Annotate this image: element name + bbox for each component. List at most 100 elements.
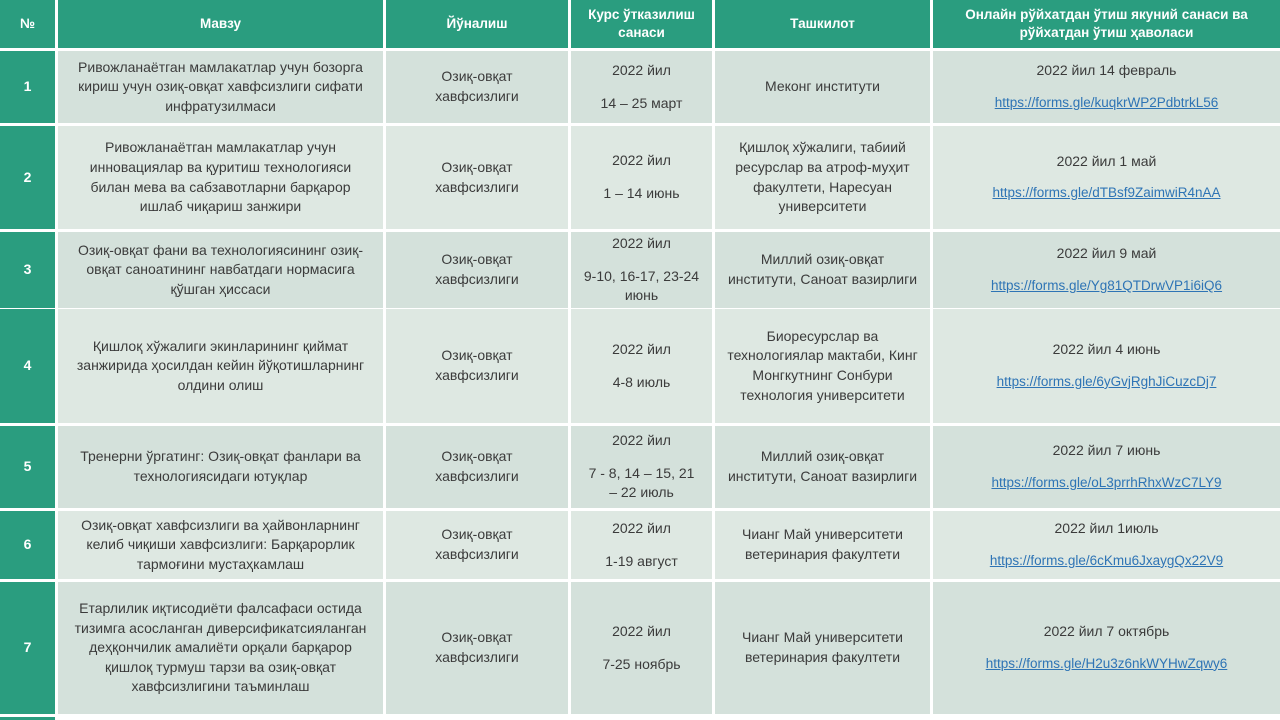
- registration-cell: 2022 йил 4 июнь https://forms.gle/6yGvjR…: [933, 309, 1280, 423]
- table-row: 1 Ривожланаётган мамлакатлар учун бозорг…: [0, 51, 1280, 123]
- organization-cell: Биоресурслар ва технологиялар мактаби, К…: [715, 309, 930, 423]
- direction-text: Озиқ-овқат хавфсизлиги: [435, 526, 519, 562]
- topic-text: Етарлилик иқтисодиёти фалсафаси остида т…: [74, 600, 367, 695]
- course-date-year: 2022 йил: [612, 622, 671, 639]
- direction-cell: Озиқ-овқат хавфсизлиги: [386, 511, 568, 579]
- course-date-days: 9-10, 16-17, 23-24 июнь: [583, 267, 700, 304]
- row-number-cell: 5: [0, 426, 55, 508]
- registration-cell: 2022 йил 1 май https://forms.gle/dTBsf9Z…: [933, 126, 1280, 229]
- header-cell-organization: Ташкилот: [715, 0, 930, 48]
- header-label: Йўналиш: [446, 16, 508, 32]
- topic-text: Ривожланаётган мамлакатлар учун бозорга …: [78, 58, 363, 114]
- registration-deadline: 2022 йил 1июль: [1054, 520, 1159, 537]
- row-number-cell: [0, 717, 55, 720]
- registration-deadline: 2022 йил 9 май: [1056, 245, 1157, 262]
- registration-link[interactable]: https://forms.gle/6yGvjRghJiCuzcDj7: [996, 373, 1217, 389]
- course-date-days: 7 - 8, 14 – 15, 21 – 22 июль: [588, 464, 695, 501]
- organization-text: Қишлоқ хўжалиги, табиий ресурслар ва атр…: [735, 139, 910, 215]
- registration-cell: 2022 йил 14 февраль https://forms.gle/ku…: [933, 51, 1280, 123]
- row-number-cell: 1: [0, 51, 55, 123]
- organization-cell: Чианг Май университети ветеринария факул…: [715, 582, 930, 714]
- table-row: 6 Озиқ-овқат хавфсизлиги ва ҳайвонларнин…: [0, 511, 1280, 579]
- table-row: 5 Тренерни ўргатинг: Озиқ-овқат фанлари …: [0, 426, 1280, 508]
- direction-text: Озиқ-овқат хавфсизлиги: [435, 448, 519, 484]
- header-label: Мавзу: [199, 16, 242, 32]
- header-cell-number: №: [0, 0, 55, 48]
- course-date-cell: 2022 йил 1-19 август: [571, 511, 712, 579]
- row-number-cell: 4: [0, 309, 55, 423]
- registration-cell: 2022 йил 7 июнь https://forms.gle/oL3prr…: [933, 426, 1280, 508]
- course-date-days: 4-8 июль: [612, 373, 671, 390]
- direction-cell: Озиқ-овқат хавфсизлиги: [386, 126, 568, 229]
- topic-cell: Тренерни ўргатинг: Озиқ-овқат фанлари ва…: [58, 426, 383, 508]
- registration-link[interactable]: https://forms.gle/dTBsf9ZaimwiR4nAA: [992, 185, 1221, 201]
- table-row: 3 Озиқ-овқат фани ва технологиясининг оз…: [0, 232, 1280, 308]
- topic-text: Ривожланаётган мамлакатлар учун инноваци…: [89, 139, 352, 215]
- registration-cell: 2022 йил 9 май https://forms.gle/Yg81QTD…: [933, 232, 1280, 308]
- course-date-year: 2022 йил: [612, 235, 671, 251]
- row-number-cell: 7: [0, 582, 55, 714]
- registration-link[interactable]: https://forms.gle/Yg81QTDrwVP1i6iQ6: [990, 277, 1223, 293]
- course-date-days: 14 – 25 март: [600, 94, 683, 111]
- course-date-cell: 2022 йил 1 – 14 июнь: [571, 126, 712, 229]
- organization-text: Меконг институти: [765, 78, 880, 95]
- table-row: 2 Ривожланаётган мамлакатлар учун иннова…: [0, 126, 1280, 229]
- registration-deadline: 2022 йил 14 февраль: [1036, 62, 1177, 79]
- course-date-cell: 2022 йил 14 – 25 март: [571, 51, 712, 123]
- row-number: 1: [23, 78, 32, 95]
- direction-text: Озиқ-овқат хавфсизлиги: [435, 251, 519, 287]
- registration-link[interactable]: https://forms.gle/6cKmu6JxaygQx22V9: [989, 552, 1224, 568]
- row-number: 6: [23, 536, 32, 553]
- topic-cell: Ривожланаётган мамлакатлар учун бозорга …: [58, 51, 383, 123]
- direction-text: Озиқ-овқат хавфсизлиги: [435, 629, 519, 665]
- registration-link[interactable]: https://forms.gle/H2u3z6nkWYHwZqwy6: [985, 655, 1228, 671]
- header-cell-topic: Мавзу: [58, 0, 383, 48]
- row-number: 3: [23, 261, 32, 278]
- topic-text: Озиқ-овқат хавфсизлиги ва ҳайвонларнинг …: [81, 516, 360, 572]
- organization-cell: Қишлоқ хўжалиги, табиий ресурслар ва атр…: [715, 126, 930, 229]
- registration-link[interactable]: https://forms.gle/kuqkrWP2PdbtrkL56: [994, 94, 1219, 110]
- direction-text: Озиқ-овқат хавфсизлиги: [435, 158, 519, 195]
- course-date-days: 1-19 август: [605, 552, 678, 569]
- course-date-year: 2022 йил: [612, 61, 671, 78]
- course-date-cell: 2022 йил 7 - 8, 14 – 15, 21 – 22 июль: [571, 426, 712, 508]
- organization-text: Чианг Май университети ветеринария факул…: [741, 629, 903, 665]
- direction-cell: Озиқ-овқат хавфсизлиги: [386, 232, 568, 308]
- topic-text: Қишлоқ хўжалиги экинларининг қиймат занж…: [76, 337, 365, 393]
- direction-cell: Озиқ-овқат хавфсизлиги: [386, 309, 568, 423]
- row-number: 7: [23, 639, 32, 656]
- topic-cell: Қишлоқ хўжалиги экинларининг қиймат занж…: [58, 309, 383, 423]
- row-number: 2: [23, 168, 32, 185]
- header-cell-registration: Онлайн рўйхатдан ўтиш якуний санаси ва р…: [933, 0, 1280, 48]
- course-date-days: 7-25 ноябрь: [602, 655, 681, 672]
- direction-cell: Озиқ-овқат хавфсизлиги: [386, 426, 568, 508]
- course-date-year: 2022 йил: [612, 519, 671, 536]
- registration-cell: 2022 йил 7 октябрь https://forms.gle/H2u…: [933, 582, 1280, 714]
- partial-row: [0, 717, 1280, 720]
- direction-cell: Озиқ-овқат хавфсизлиги: [386, 582, 568, 714]
- course-date-days: 1 – 14 июнь: [603, 185, 680, 201]
- header-label: Онлайн рўйхатдан ўтиш якуний санаси ва р…: [965, 7, 1248, 40]
- course-date-year: 2022 йил: [612, 152, 671, 169]
- topic-text: Озиқ-овқат фани ва технологиясининг озиқ…: [77, 241, 364, 297]
- direction-text: Озиқ-овқат хавфсизлиги: [435, 347, 519, 383]
- registration-link[interactable]: https://forms.gle/oL3prrhRhxWzC7LY9: [991, 474, 1222, 490]
- header-label: Курс ўтказилиш санаси: [588, 7, 695, 40]
- organization-text: Миллий озиқ-овқат институти, Саноат вази…: [727, 448, 918, 484]
- topic-cell: Етарлилик иқтисодиёти фалсафаси остида т…: [58, 582, 383, 714]
- registration-deadline: 2022 йил 7 октябрь: [1043, 623, 1170, 640]
- registration-deadline: 2022 йил 4 июнь: [1052, 341, 1161, 358]
- organization-text: Биоресурслар ва технологиялар мактаби, К…: [727, 327, 918, 403]
- organization-cell: Меконг институти: [715, 51, 930, 123]
- table-row: 7 Етарлилик иқтисодиёти фалсафаси остида…: [0, 582, 1280, 714]
- topic-cell: Озиқ-овқат фани ва технологиясининг озиқ…: [58, 232, 383, 308]
- header-cell-course-date: Курс ўтказилиш санаси: [571, 0, 712, 48]
- direction-cell: Озиқ-овқат хавфсизлиги: [386, 51, 568, 123]
- row-number: 4: [23, 357, 32, 374]
- topic-text: Тренерни ўргатинг: Озиқ-овқат фанлари ва…: [80, 448, 361, 484]
- header-label: №: [19, 16, 36, 32]
- topic-cell: Ривожланаётган мамлакатлар учун инноваци…: [58, 126, 383, 229]
- registration-cell: 2022 йил 1июль https://forms.gle/6cKmu6J…: [933, 511, 1280, 579]
- course-date-year: 2022 йил: [612, 432, 671, 449]
